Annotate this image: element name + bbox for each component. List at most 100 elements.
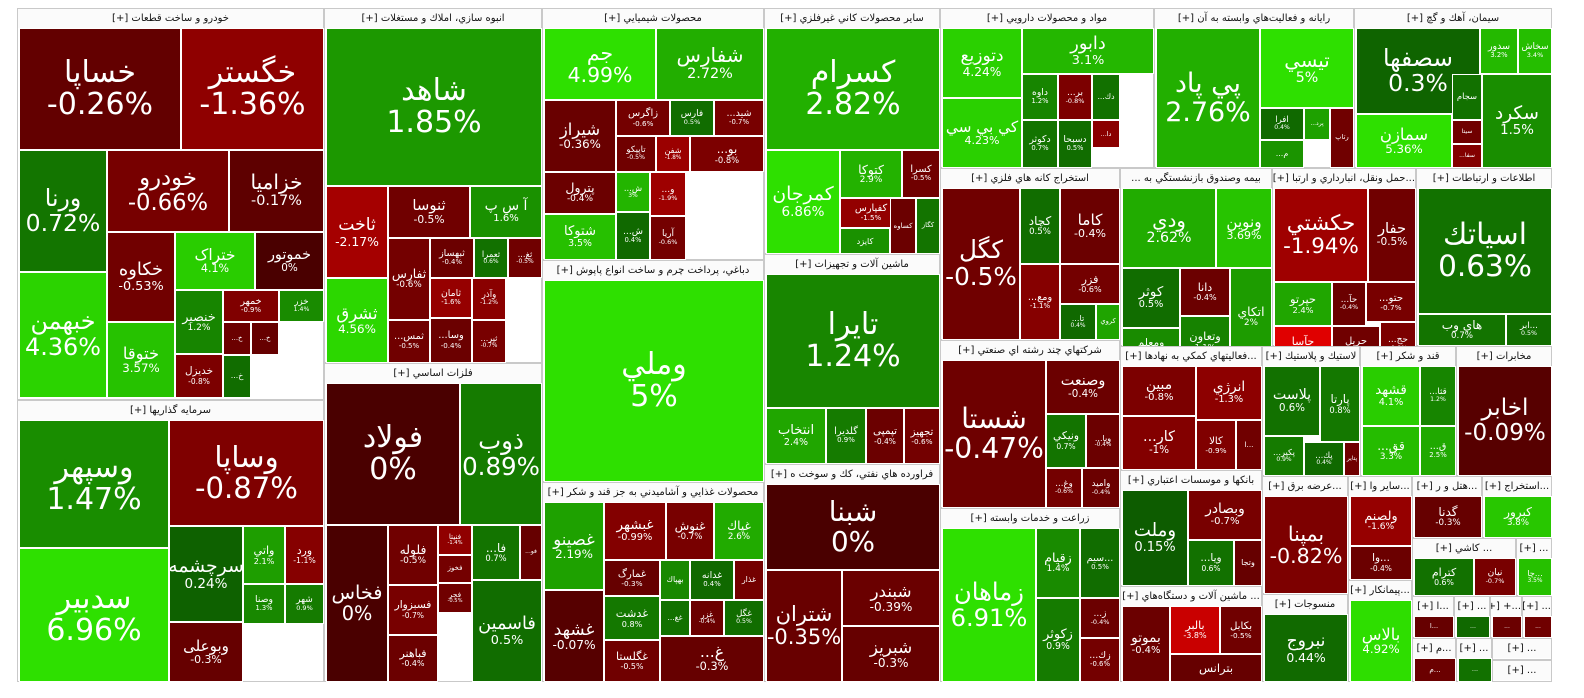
- sector-title[interactable]: ...پيمانكار [+]: [1349, 581, 1411, 600]
- treemap-tile[interactable]: سکرد 1.5%: [1482, 74, 1552, 168]
- treemap-tile[interactable]: پارتا 0.8%: [1320, 366, 1360, 442]
- treemap-tile[interactable]: كوثر 0.5%: [1122, 268, 1180, 328]
- treemap-tile[interactable]: رتاپ: [1330, 108, 1354, 168]
- treemap-tile[interactable]: شستا -0.47%: [942, 360, 1046, 508]
- treemap-tile[interactable]: غذار: [734, 560, 764, 600]
- sector-title[interactable]: سيمان، آهك و گچ [+]: [1355, 9, 1551, 28]
- treemap-tile[interactable]: مبين -0.8%: [1122, 366, 1196, 416]
- sector-title[interactable]: محصولات غذايي و آشاميدني به جز قند و شكر…: [543, 483, 763, 502]
- treemap-tile[interactable]: تايرا 1.24%: [766, 274, 940, 408]
- treemap-tile[interactable]: واتي 2.1%: [243, 526, 285, 584]
- treemap-tile[interactable]: ...چا 3.5%: [1518, 558, 1552, 596]
- treemap-tile[interactable]: وملي 5%: [544, 280, 764, 482]
- treemap-tile[interactable]: كتوكا 2.9%: [840, 150, 902, 198]
- treemap-tile[interactable]: ...: [1456, 616, 1490, 638]
- treemap-tile[interactable]: غپاك 2.6%: [714, 502, 764, 560]
- treemap-tile[interactable]: شبندر -0.39%: [842, 570, 940, 626]
- treemap-tile[interactable]: تجهيز -0.6%: [904, 408, 940, 464]
- treemap-tile[interactable]: آريا -0.6%: [650, 216, 686, 260]
- treemap-tile[interactable]: سرچشمه 0.24%: [169, 526, 243, 622]
- treemap-tile[interactable]: تيسي 5%: [1260, 28, 1354, 108]
- treemap-tile[interactable]: فا... 0.7%: [472, 525, 520, 580]
- treemap-tile[interactable]: خزر 1.4%: [279, 290, 324, 322]
- sector-title[interactable]: ...+ [+]: [1491, 597, 1521, 616]
- treemap-tile[interactable]: غگل 0.5%: [724, 600, 764, 636]
- sector-title[interactable]: محصولات شيميايي [+]: [543, 9, 763, 28]
- treemap-tile[interactable]: بالاس 4.92%: [1350, 600, 1412, 682]
- treemap-tile[interactable]: بو... -0.8%: [690, 136, 764, 172]
- treemap-tile[interactable]: پي پاد 2.76%: [1156, 28, 1260, 168]
- treemap-tile[interactable]: ...سيم 0.5%: [1080, 528, 1120, 598]
- treemap-tile[interactable]: فباهنر -0.4%: [388, 635, 438, 682]
- treemap-tile[interactable]: بمپنا -0.82%: [1264, 496, 1348, 594]
- treemap-tile[interactable]: وبوعلی -0.3%: [169, 622, 243, 682]
- treemap-tile[interactable]: گلديرا 0.9%: [826, 408, 866, 464]
- treemap-tile[interactable]: زقيام 1.4%: [1036, 528, 1080, 598]
- treemap-tile[interactable]: اخابر -0.09%: [1458, 366, 1552, 476]
- treemap-tile[interactable]: قثا... 1.2%: [1420, 366, 1456, 426]
- treemap-tile[interactable]: وبا... -0.4%: [1086, 414, 1120, 468]
- treemap-tile[interactable]: خگستر -1.36%: [181, 28, 324, 150]
- treemap-tile[interactable]: سخاش 3.4%: [1518, 28, 1552, 74]
- treemap-tile[interactable]: ثفارس -0.6%: [388, 238, 430, 320]
- treemap-tile[interactable]: قق... 3.3%: [1362, 426, 1420, 476]
- treemap-tile[interactable]: ونوين 3.69%: [1216, 188, 1272, 268]
- treemap-tile[interactable]: ولصنم -1.6%: [1350, 496, 1412, 546]
- treemap-tile[interactable]: بالبر -3.8%: [1170, 606, 1220, 654]
- treemap-tile[interactable]: فخاس 0%: [326, 525, 388, 682]
- treemap-tile[interactable]: شهر 0.9%: [285, 584, 324, 624]
- treemap-tile[interactable]: خ...: [223, 355, 251, 398]
- treemap-tile[interactable]: كروي: [1096, 304, 1120, 340]
- treemap-tile[interactable]: كسرام 2.82%: [766, 28, 940, 150]
- treemap-tile[interactable]: خ...: [223, 322, 251, 355]
- treemap-tile[interactable]: سمازن 5.36%: [1356, 114, 1452, 168]
- treemap-tile[interactable]: وسپهر 1.47%: [19, 420, 169, 548]
- treemap-tile[interactable]: پك... 0.4%: [1304, 442, 1344, 476]
- sector-title[interactable]: مخابرات [+]: [1457, 347, 1551, 366]
- sector-title[interactable]: ساير محصولات كاني غيرفلزي [+]: [765, 9, 939, 28]
- sector-title[interactable]: بانكها و موسسات اعتباري [+]: [1121, 471, 1261, 490]
- sector-title[interactable]: منسوجات [+]: [1263, 595, 1347, 614]
- treemap-tile[interactable]: بموتو -0.4%: [1122, 606, 1170, 682]
- treemap-tile[interactable]: ختراک 4.1%: [175, 232, 255, 290]
- treemap-tile[interactable]: خموتور 0%: [255, 232, 324, 290]
- treemap-tile[interactable]: انتخاب 2.4%: [766, 408, 826, 464]
- treemap-tile[interactable]: غغ...: [660, 600, 690, 636]
- treemap-tile[interactable]: خکاوه -0.53%: [107, 232, 175, 322]
- treemap-tile[interactable]: پرد...: [1304, 108, 1330, 140]
- sector-title[interactable]: لاستيك و پلاستيك [+]: [1263, 347, 1359, 366]
- treemap-tile[interactable]: ونيكي 0.7%: [1046, 414, 1086, 468]
- treemap-tile[interactable]: ش... 0.4%: [616, 212, 650, 260]
- sector-title[interactable]: ... [+]: [1493, 661, 1551, 680]
- treemap-tile[interactable]: كاما -0.4%: [1060, 188, 1120, 264]
- treemap-tile[interactable]: بكابل -0.5%: [1220, 606, 1262, 654]
- treemap-tile[interactable]: كالا -0.9%: [1196, 420, 1236, 470]
- sector-title[interactable]: ...ساير وا [+]: [1349, 477, 1411, 496]
- treemap-tile[interactable]: ...م: [1414, 658, 1456, 682]
- treemap-tile[interactable]: حكشتي -1.94%: [1274, 188, 1368, 282]
- treemap-tile[interactable]: ثنوسا -0.5%: [388, 186, 470, 238]
- sector-title[interactable]: سرمايه گذاريها [+]: [18, 401, 323, 420]
- treemap-tile[interactable]: شاهد 1.85%: [326, 28, 542, 186]
- sector-title[interactable]: ... كاشي [+]: [1413, 539, 1515, 558]
- treemap-tile[interactable]: دكوثر 0.7%: [1022, 120, 1058, 168]
- treemap-tile[interactable]: حآ... -0.4%: [1332, 282, 1366, 326]
- treemap-tile[interactable]: خساپا -0.26%: [19, 28, 181, 150]
- treemap-tile[interactable]: پلاست 0.6%: [1264, 366, 1320, 436]
- treemap-tile[interactable]: وتجا: [1234, 540, 1262, 586]
- treemap-tile[interactable]: دك...: [1092, 74, 1120, 120]
- treemap-tile[interactable]: شيد... -0.7%: [714, 100, 764, 136]
- treemap-tile[interactable]: وسا... -0.4%: [430, 318, 472, 363]
- treemap-tile[interactable]: وساپا -0.87%: [169, 420, 324, 526]
- treemap-tile[interactable]: ورد -1.1%: [285, 526, 324, 584]
- treemap-tile[interactable]: ...: [1492, 616, 1522, 638]
- sector-title[interactable]: استخراج كانه هاي فلزي [+]: [941, 169, 1119, 188]
- sector-title[interactable]: خودرو و ساخت قطعات [+]: [18, 9, 323, 28]
- treemap-tile[interactable]: نبروج 0.44%: [1264, 614, 1348, 682]
- sector-title[interactable]: ... [+]: [1517, 539, 1551, 558]
- treemap-tile[interactable]: دابور 3.1%: [1022, 28, 1154, 74]
- treemap-tile[interactable]: سفا...: [1452, 144, 1482, 168]
- sector-title[interactable]: فلزات اساسي [+]: [325, 364, 541, 383]
- treemap-tile[interactable]: اسياتك 0.63%: [1418, 188, 1552, 314]
- treemap-tile[interactable]: حتو... -0.7%: [1366, 282, 1416, 322]
